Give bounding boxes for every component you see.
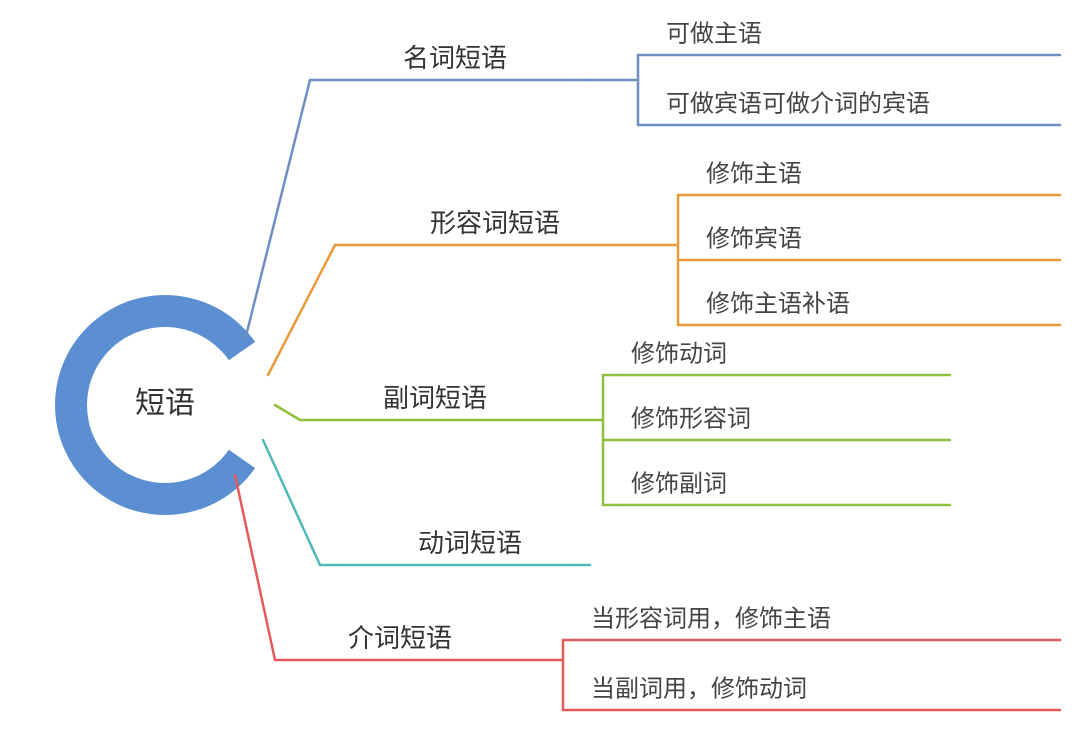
branch-label-adj: 形容词短语	[430, 208, 560, 238]
branch-connector-adv	[275, 405, 300, 420]
branch-noun: 名词短语 可做主语可做宾语可做介词的宾语	[245, 20, 1060, 340]
leaf-label-adj-2: 修饰主语补语	[706, 290, 850, 317]
leaf-label-prep-0: 当形容词用，修饰主语	[591, 605, 831, 632]
branch-prep: 介词短语 当形容词用，修饰主语当副词用，修饰动词	[235, 475, 1060, 710]
leaf-label-adv-1: 修饰形容词	[631, 405, 751, 432]
branch-connector-prep	[235, 475, 275, 660]
branch-label-verb: 动词短语	[418, 528, 522, 558]
branch-connector-adj	[268, 245, 335, 375]
leaf-label-adj-0: 修饰主语	[706, 160, 802, 187]
leaf-label-adv-0: 修饰动词	[631, 340, 727, 367]
leaf-label-adv-2: 修饰副词	[631, 470, 727, 497]
branch-connector-verb	[263, 440, 320, 565]
branch-adv: 副词短语 修饰动词修饰形容词修饰副词	[275, 340, 950, 505]
leaf-label-adj-1: 修饰宾语	[706, 225, 802, 252]
root-label: 短语	[135, 387, 195, 420]
branch-label-noun: 名词短语	[403, 43, 507, 73]
leaf-label-noun-1: 可做宾语可做介词的宾语	[666, 90, 930, 117]
branch-connector-noun	[245, 80, 310, 340]
branch-verb: 动词短语	[263, 440, 590, 565]
branch-label-adv: 副词短语	[383, 383, 487, 413]
branch-label-prep: 介词短语	[348, 623, 452, 653]
leaf-label-prep-1: 当副词用，修饰动词	[591, 675, 807, 702]
leaf-label-noun-0: 可做主语	[666, 20, 762, 47]
